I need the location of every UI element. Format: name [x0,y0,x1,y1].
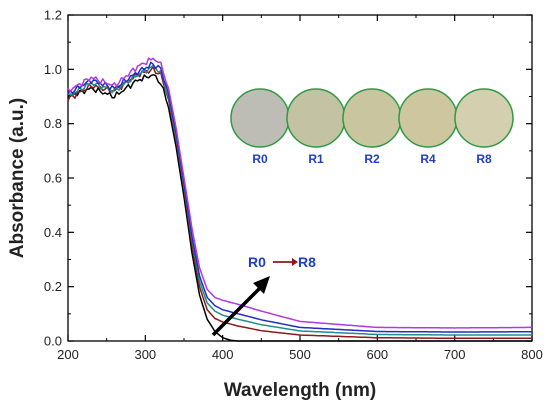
x-tick-label: 300 [134,347,156,362]
x-tick-label: 400 [212,347,234,362]
series-lines [67,57,532,342]
annotation-to: R8 [298,254,316,270]
sample-label-r2: R2 [364,152,380,166]
sample-label-r8: R8 [476,152,492,166]
sample-swatch-r8 [454,88,514,148]
trend-arrowhead [253,276,270,294]
x-tick-label: 800 [521,347,543,362]
x-tick-label: 700 [444,347,466,362]
y-tick-label: 0.8 [44,116,62,131]
sample-label-r1: R1 [308,152,324,166]
y-tick-label: 0.2 [44,279,62,294]
y-tick-label: 0.6 [44,171,62,186]
sample-swatch-r1 [286,88,346,148]
x-tick-label: 600 [366,347,388,362]
sample-swatch-r2 [342,88,402,148]
sample-swatches: R0 R1 R2 R4 R8 [230,88,514,166]
x-axis-title: Wavelength (nm) [224,380,376,401]
annotation: R0 R8 [248,254,316,270]
series-line-r0 [67,74,532,342]
x-tick-label: 200 [57,347,79,362]
series-line-r1 [67,66,532,340]
x-tick-labels: 200 300 400 500 600 700 800 [57,347,543,362]
plot-frame [67,14,533,342]
y-axis-title: Absorbance (a.u.) [7,98,28,258]
x-tick-label: 500 [289,347,311,362]
sample-label-r0: R0 [252,152,268,166]
y-tick-label: 0.4 [44,225,62,240]
y-tick-label: 0.0 [44,334,62,349]
sample-swatch-r0 [230,88,290,148]
series-line-r4 [67,61,532,333]
annotation-from: R0 [248,254,266,270]
trend-arrow-line [211,284,264,337]
trend-arrow [211,276,270,337]
annotation-arrowhead [292,258,298,266]
y-tick-label: 1.2 [44,8,62,23]
axis-ticks [67,14,533,342]
series-line-r8 [67,57,532,329]
sample-swatch-r4 [398,88,458,148]
y-tick-label: 1.0 [44,62,62,77]
sample-label-r4: R4 [420,152,436,166]
y-tick-labels: 0.0 0.2 0.4 0.6 0.8 1.0 1.2 [44,8,62,349]
